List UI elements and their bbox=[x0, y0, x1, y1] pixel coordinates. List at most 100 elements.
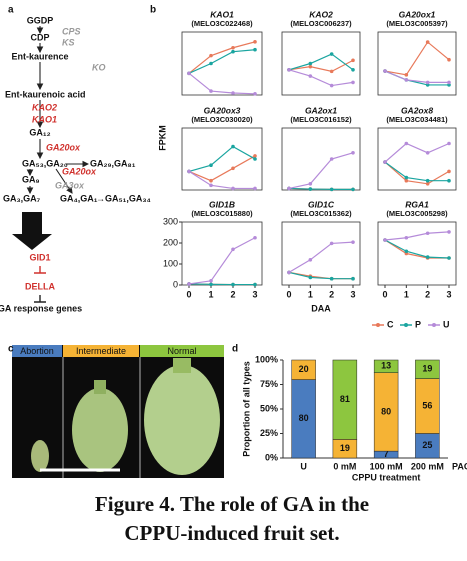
series-line bbox=[384, 70, 449, 83]
pathway-node: GGDP bbox=[27, 15, 54, 25]
pathway-node: GA₂₉,GA₈₁ bbox=[90, 158, 136, 168]
chart-subtitle: (MELO3C015880) bbox=[191, 209, 253, 218]
data-point bbox=[329, 276, 334, 281]
fruit bbox=[72, 388, 128, 472]
pathway-node: GA20ox bbox=[46, 142, 81, 152]
big-arrow bbox=[12, 212, 52, 250]
panel-label: a bbox=[8, 5, 14, 16]
legend-marker bbox=[404, 323, 408, 327]
y-tick-label: 0 bbox=[173, 279, 178, 289]
tag-intermediate bbox=[63, 345, 139, 357]
chart-title: GA2ox8 bbox=[401, 105, 433, 115]
data-point bbox=[308, 258, 313, 262]
y-tick-label: 0% bbox=[265, 452, 278, 462]
series-line bbox=[188, 170, 255, 190]
data-point bbox=[308, 64, 313, 69]
data-point bbox=[351, 80, 355, 85]
series-line bbox=[288, 53, 354, 71]
bar-value-label: 19 bbox=[340, 443, 350, 453]
series-line bbox=[188, 41, 256, 74]
data-point bbox=[447, 256, 451, 260]
plot-frame bbox=[377, 31, 457, 96]
x-tick-label: 1 bbox=[308, 289, 313, 299]
pathway-node: GA₃,GA₇ bbox=[3, 193, 41, 203]
chart-subtitle: (MELO3C005298) bbox=[386, 209, 448, 218]
data-point bbox=[308, 182, 313, 186]
chart-subtitle: (MELO3C005397) bbox=[386, 19, 448, 28]
series-line bbox=[384, 231, 450, 241]
plot-frame bbox=[281, 221, 361, 286]
data-point bbox=[425, 83, 430, 87]
pathway-node: →GA₅₁,GA₃₄ bbox=[96, 193, 151, 203]
chart-title: GA20ox3 bbox=[204, 105, 241, 115]
bar-segment bbox=[291, 359, 316, 380]
x-axis-label: DAA bbox=[311, 303, 331, 313]
y-tick-label: 25% bbox=[260, 428, 278, 438]
x-tick-label: 3 bbox=[350, 289, 355, 299]
bar-value-label: 56 bbox=[422, 400, 432, 410]
pathway-node: Ent-kaurence bbox=[11, 51, 68, 61]
data-point bbox=[253, 40, 257, 44]
pathway-node: KS bbox=[62, 37, 75, 47]
data-point bbox=[425, 80, 430, 85]
data-point bbox=[329, 52, 334, 56]
data-point bbox=[231, 247, 235, 252]
data-point bbox=[329, 83, 334, 88]
x-tick-label: 0 bbox=[286, 289, 291, 299]
data-point bbox=[209, 89, 213, 93]
data-point bbox=[308, 187, 313, 191]
data-point bbox=[209, 163, 213, 167]
x-axis-label: CPPU treatment bbox=[352, 472, 421, 482]
chart-title: RGA1 bbox=[405, 199, 429, 209]
y-tick-label: 50% bbox=[260, 403, 278, 413]
data-point bbox=[329, 157, 334, 161]
x-tick-label: 200 mM bbox=[411, 461, 444, 471]
pathway-node: GA₉ bbox=[22, 174, 40, 184]
data-point bbox=[231, 49, 235, 54]
chart-subtitle: (MELO3C015362) bbox=[290, 209, 352, 218]
pathway-diagram bbox=[12, 26, 90, 303]
chart-subtitle: (MELO3C016152) bbox=[290, 115, 352, 124]
legend-marker bbox=[432, 323, 436, 327]
chart-title: GA2ox1 bbox=[305, 105, 337, 115]
plot-frame bbox=[377, 127, 457, 191]
inhibit bbox=[34, 266, 46, 274]
data-point bbox=[404, 73, 409, 77]
series-line bbox=[188, 72, 256, 95]
plot-frame bbox=[281, 127, 361, 191]
data-point bbox=[447, 141, 451, 146]
chart-subtitle: (MELO3C006237) bbox=[290, 19, 352, 28]
y-tick-label: 100 bbox=[163, 258, 178, 268]
data-point bbox=[351, 276, 355, 281]
legend-label: U bbox=[443, 319, 450, 329]
data-point bbox=[329, 69, 334, 74]
series-line bbox=[188, 155, 256, 182]
x-tick-label: 2 bbox=[329, 289, 334, 299]
pathway-node: GA20ox bbox=[62, 166, 97, 176]
data-point bbox=[351, 68, 355, 72]
data-point bbox=[253, 235, 257, 240]
data-point bbox=[351, 240, 355, 244]
series-line bbox=[384, 239, 449, 259]
y-axis-label: Proportion of all types bbox=[241, 361, 251, 457]
data-point bbox=[404, 175, 409, 180]
photo-tag-label: Normal bbox=[167, 346, 196, 356]
pathway-node: GA response genes bbox=[0, 303, 82, 313]
chart-title: GA20ox1 bbox=[399, 9, 436, 19]
data-point bbox=[187, 282, 191, 286]
series-line bbox=[384, 142, 450, 163]
pathway-node: CPS bbox=[62, 26, 81, 36]
data-point bbox=[447, 83, 451, 87]
bar-value-label: 19 bbox=[422, 364, 432, 374]
data-point bbox=[231, 144, 235, 149]
bar-value-label: 80 bbox=[381, 406, 391, 416]
data-point bbox=[425, 40, 430, 44]
data-point bbox=[231, 282, 235, 287]
photo-tag-label: Intermediate bbox=[76, 346, 126, 356]
x-tick-label: 0 mM bbox=[333, 461, 356, 471]
series-line bbox=[288, 187, 353, 190]
data-point bbox=[383, 160, 387, 164]
data-point bbox=[447, 169, 451, 174]
y-tick-label: 300 bbox=[163, 216, 178, 226]
pathway-node: GID1 bbox=[29, 252, 50, 262]
